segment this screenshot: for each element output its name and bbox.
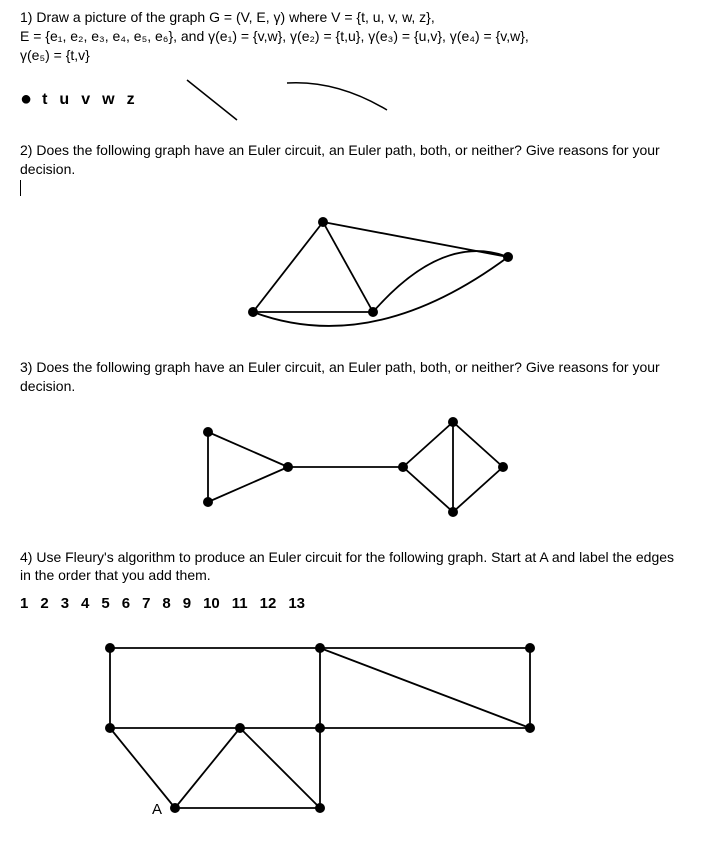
q4-number-12: 12 (260, 595, 277, 612)
bullet-icon: ● (20, 88, 32, 111)
worksheet-page: 1) Draw a picture of the graph G = (V, E… (0, 0, 706, 864)
q4-text: 4) Use Fleury's algorithm to produce an … (20, 548, 686, 586)
q4-number-5: 5 (101, 595, 109, 612)
q1-vertex-row: ● t u v w z (20, 75, 686, 125)
q1-line1: 1) Draw a picture of the graph G = (V, E… (20, 9, 435, 25)
q4-number-11: 11 (232, 595, 248, 612)
q4-number-3: 3 (61, 595, 69, 612)
q3-text: 3) Does the following graph have an Eule… (20, 358, 686, 396)
q4-number-10: 10 (203, 595, 220, 612)
text-cursor (20, 180, 21, 196)
q4-number-8: 8 (162, 595, 170, 612)
q1-letter-u: u (59, 91, 77, 109)
q4-number-13: 13 (288, 595, 305, 612)
q4-number-2: 2 (40, 595, 48, 612)
q1-text: 1) Draw a picture of the graph G = (V, E… (20, 8, 686, 65)
q1-letter-v: v (81, 91, 98, 109)
svg-text:A: A (152, 801, 162, 818)
q1-letter-z: z (127, 91, 143, 109)
q4-number-9: 9 (183, 595, 191, 612)
question-4: 4) Use Fleury's algorithm to produce an … (20, 548, 686, 829)
q1-line2: E = {e₁, e₂, e₃, e₄, e₅, e₆}, and γ(e₁) … (20, 28, 529, 44)
q1-stray-strokes (167, 75, 427, 125)
q4-graph: A (40, 618, 600, 828)
q4-number-4: 4 (81, 595, 89, 612)
question-3: 3) Does the following graph have an Eule… (20, 358, 686, 532)
q1-letter-t: t (42, 91, 55, 109)
q4-number-1: 1 (20, 595, 28, 612)
q2-graph (143, 202, 563, 342)
q1-line3: γ(e₅) = {t,v} (20, 47, 90, 63)
question-2: 2) Does the following graph have an Eule… (20, 141, 686, 342)
q1-letter-w: w (102, 91, 122, 109)
q4-number-7: 7 (142, 595, 150, 612)
q3-graph (153, 402, 553, 532)
question-1: 1) Draw a picture of the graph G = (V, E… (20, 8, 686, 125)
q4-number-6: 6 (122, 595, 130, 612)
q2-text: 2) Does the following graph have an Eule… (20, 141, 686, 179)
q4-number-row: 12345678910111213 (20, 595, 686, 612)
